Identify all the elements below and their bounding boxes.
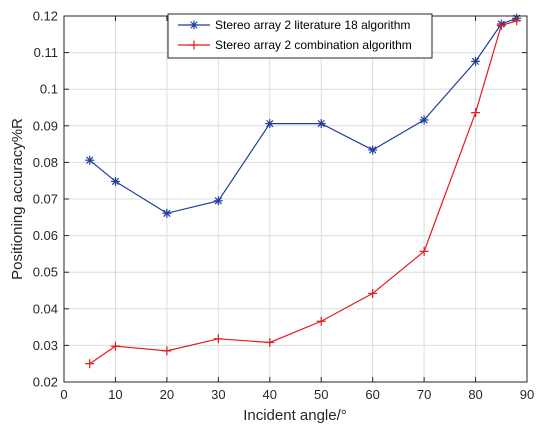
marker-stroke (420, 116, 428, 124)
legend-box (167, 13, 433, 59)
data-point (471, 108, 481, 118)
y-tick-label: 0.11 (34, 45, 58, 60)
x-tick-label: 80 (468, 387, 482, 402)
marker-stroke (111, 177, 120, 186)
x-tick-label: 60 (365, 387, 379, 402)
y-tick-label: 0.07 (33, 192, 58, 207)
marker-stroke (214, 197, 222, 205)
y-tick-label: 0.12 (33, 9, 58, 24)
data-point (316, 316, 326, 326)
marker-stroke (317, 119, 325, 128)
y-tick-label: 0.04 (33, 301, 58, 316)
marker-stroke (369, 146, 377, 154)
data-point (162, 346, 172, 356)
data-point (512, 16, 522, 26)
data-point (110, 341, 120, 351)
data-point (162, 208, 172, 218)
y-tick-label: 0.05 (33, 265, 58, 280)
data-point (110, 176, 120, 186)
x-tick-label: 0 (60, 387, 67, 402)
legend: Stereo array 2 literature 18 algorithm S… (167, 13, 433, 59)
x-tick-label: 30 (211, 387, 225, 402)
legend-label-series-2: Stereo array 2 combination algorithm (215, 38, 412, 52)
marker-stroke (163, 209, 171, 217)
series-1 (85, 13, 522, 218)
legend-marker-series-2 (189, 40, 199, 50)
data-point (368, 288, 378, 298)
y-tick-label: 0.08 (33, 155, 58, 170)
data-point (265, 119, 275, 129)
legend-marker-series-1 (189, 20, 199, 30)
x-tick-label: 40 (263, 387, 277, 402)
y-axis-label: Positioning accuracy%R (9, 118, 26, 280)
data-point (213, 196, 223, 206)
legend-label-series-1: Stereo array 2 literature 18 algorithm (215, 18, 410, 32)
y-tick-label: 0.03 (33, 338, 58, 353)
legend-marker (189, 20, 199, 30)
series-2 (85, 16, 522, 369)
marker-stroke (471, 57, 480, 66)
y-tick-label: 0.09 (33, 118, 58, 133)
x-tick-label: 70 (417, 387, 431, 402)
data-point (419, 115, 429, 125)
data-point (85, 155, 95, 165)
data-point (316, 119, 326, 129)
marker-stroke (190, 21, 198, 29)
data-point (85, 359, 95, 369)
x-tick-label: 50 (314, 387, 328, 402)
y-tick-label: 0.1 (40, 82, 58, 97)
marker-stroke (266, 119, 274, 128)
x-tick-label: 20 (160, 387, 174, 402)
marker-stroke (86, 156, 94, 164)
data-point (368, 145, 378, 155)
x-tick-label: 10 (108, 387, 122, 402)
data-point (471, 56, 481, 66)
data-point (496, 21, 506, 31)
y-tick-label: 0.02 (33, 375, 58, 390)
series-layer (85, 13, 522, 369)
x-axis-label: Incident angle/° (243, 407, 347, 424)
data-point (419, 246, 429, 256)
x-tick-label: 90 (520, 387, 534, 402)
ticks: 0 10 20 30 40 50 60 70 80 90 0.02 0.03 0.04 0.05 0.06 0… (33, 9, 535, 403)
data-point (265, 337, 275, 347)
data-point (213, 334, 223, 344)
y-tick-label: 0.06 (33, 228, 58, 243)
legend-marker (189, 40, 199, 50)
